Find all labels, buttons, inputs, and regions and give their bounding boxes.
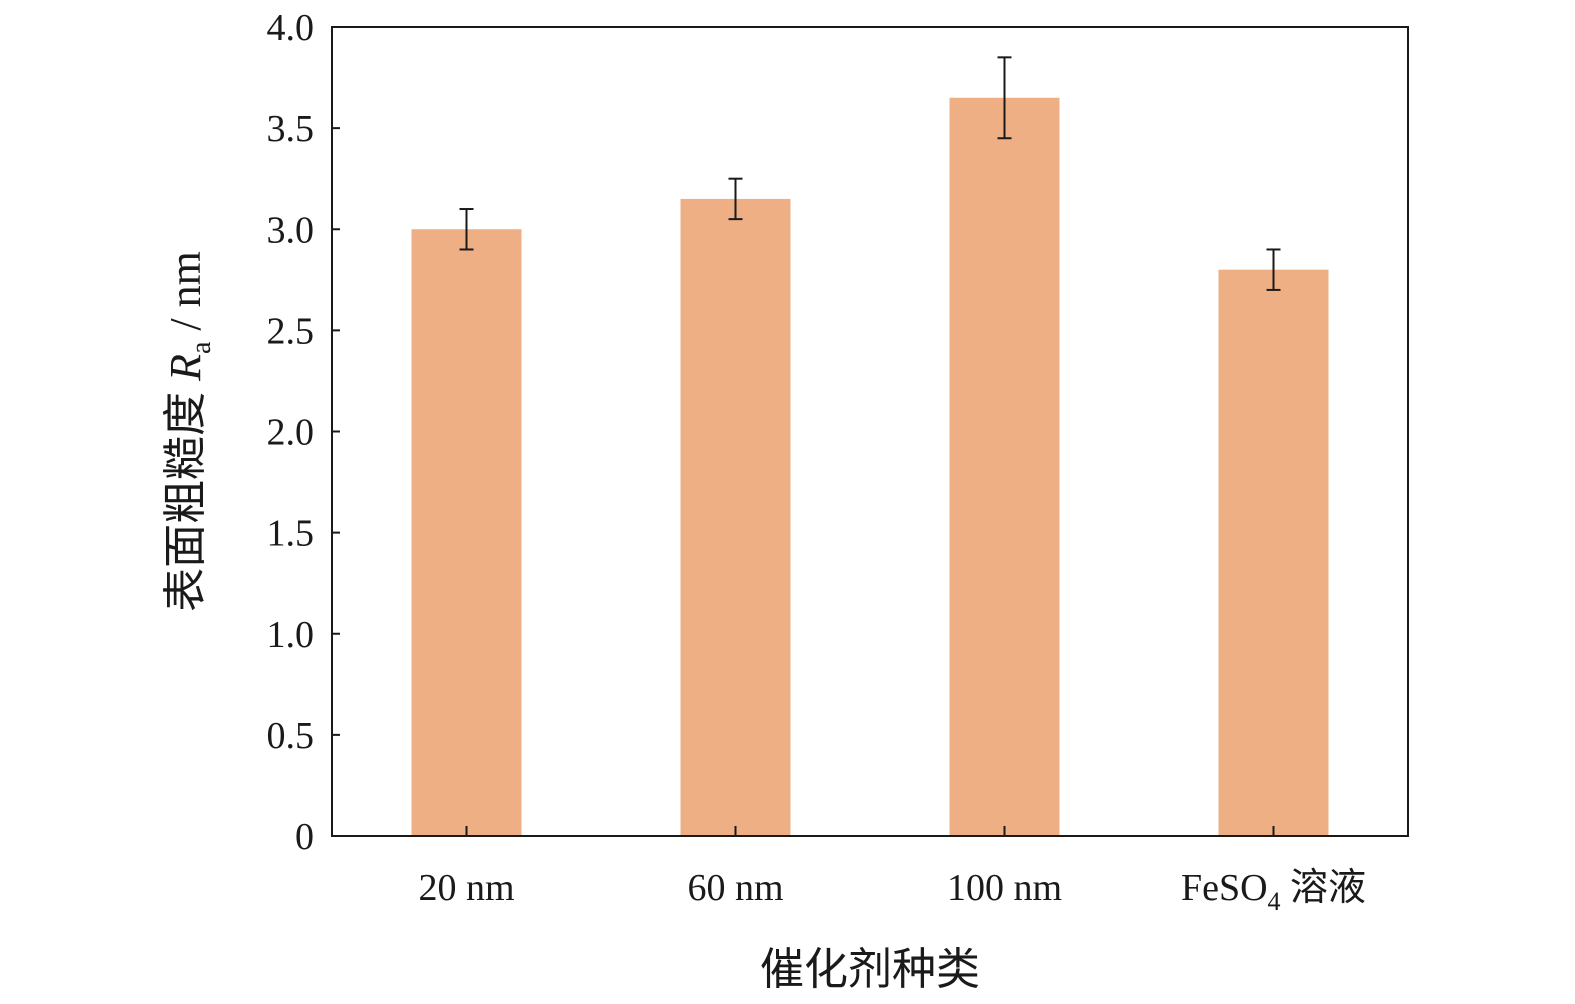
- bars-group: [411, 97, 1329, 837]
- error-bars-group: [459, 56, 1281, 291]
- x-axis-ticks: 20 nm 60 nm 100 nm FeSO4 溶液: [418, 826, 1366, 916]
- y-axis-title-prefix: 表面粗糙度: [161, 381, 210, 612]
- x-tick-label-3: FeSO4 溶液: [1181, 867, 1366, 916]
- bar-2: [949, 97, 1060, 837]
- y-tick-label-8: 4.0: [267, 7, 315, 49]
- bar-0: [411, 229, 522, 836]
- x-tick-label-main-2: 100 nm: [947, 867, 1062, 909]
- y-axis-title-unit: / nm: [161, 251, 210, 341]
- y-tick-label-3: 1.5: [267, 513, 315, 555]
- y-tick-label-0: 0: [295, 816, 314, 858]
- y-axis-title: 表面粗糙度 Ra / nm: [161, 251, 217, 612]
- bar-1: [680, 198, 791, 837]
- x-tick-label-2: 100 nm: [947, 867, 1062, 909]
- y-tick-label-7: 3.5: [267, 108, 315, 150]
- x-tick-label-main-0: 20 nm: [418, 867, 514, 909]
- x-axis-title: 催化剂种类: [760, 945, 980, 994]
- x-tick-label-rest-3: 溶液: [1281, 867, 1367, 909]
- y-axis-title-subscript: a: [186, 341, 217, 354]
- y-tick-label-6: 3.0: [267, 209, 315, 251]
- x-tick-label-1: 60 nm: [687, 867, 783, 909]
- x-tick-label-main-1: 60 nm: [687, 867, 783, 909]
- y-tick-label-1: 0.5: [267, 715, 315, 757]
- y-axis-title-symbol: R: [161, 354, 210, 382]
- y-tick-label-4: 2.0: [267, 412, 315, 454]
- bar-3: [1218, 269, 1329, 836]
- x-tick-label-0: 20 nm: [418, 867, 514, 909]
- y-axis-ticks: 0 0.5 1.0 1.5 2.0 2.5 3.0 3.5 4.0: [267, 7, 340, 858]
- x-tick-label-main-3: FeSO: [1181, 867, 1268, 909]
- y-tick-label-5: 2.5: [267, 310, 315, 352]
- y-tick-label-2: 1.0: [267, 614, 315, 656]
- x-tick-label-sub-3: 4: [1268, 887, 1281, 916]
